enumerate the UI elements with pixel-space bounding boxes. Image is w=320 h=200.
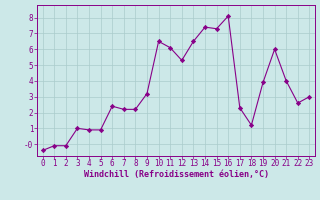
X-axis label: Windchill (Refroidissement éolien,°C): Windchill (Refroidissement éolien,°C): [84, 170, 268, 179]
